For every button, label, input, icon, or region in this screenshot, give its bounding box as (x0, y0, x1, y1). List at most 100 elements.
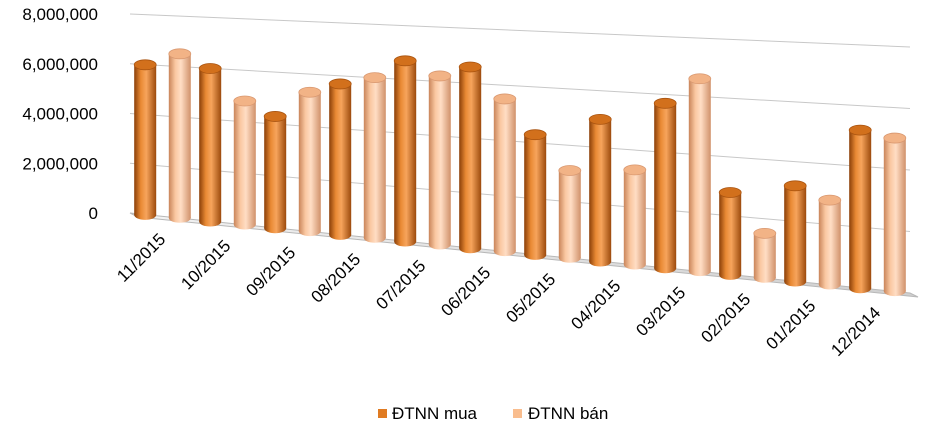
bar-top (298, 86, 322, 98)
category-label: 05/2015 (502, 270, 559, 327)
bar-body (134, 64, 157, 215)
bar-base (394, 236, 417, 247)
bar-body (818, 200, 841, 285)
bar (298, 86, 322, 237)
bar (458, 61, 482, 254)
bar-body (168, 53, 191, 218)
bar-body (329, 83, 352, 235)
bar (718, 187, 742, 280)
bar-body (459, 66, 482, 249)
bar-body (298, 92, 321, 232)
bar-top (198, 63, 222, 74)
y-tick-label: 6,000,000 (22, 55, 98, 74)
bar (198, 63, 222, 227)
category-label: 10/2015 (177, 236, 234, 293)
bar-top (393, 55, 417, 67)
bar-base (719, 269, 742, 280)
gridline (129, 63, 911, 109)
bar-body (688, 78, 711, 272)
bar-top (753, 227, 777, 239)
bar-base (784, 276, 807, 287)
gridline (129, 162, 911, 232)
bar (168, 48, 192, 223)
bar-top (428, 70, 452, 82)
category-label: 03/2015 (632, 283, 689, 340)
legend: ĐTNN mua ĐTNN bán (378, 404, 608, 423)
bar-top (783, 180, 807, 192)
bar-top (653, 97, 677, 109)
bar-top (328, 78, 352, 90)
legend-label-mua: ĐTNN mua (392, 404, 478, 423)
bar-base (753, 272, 776, 283)
y-tick-label: 0 (89, 204, 98, 223)
bar-base (558, 252, 581, 263)
bar (753, 227, 777, 283)
bar (428, 70, 452, 250)
bar (653, 97, 677, 274)
bar-top (883, 132, 907, 144)
bar-base (233, 219, 256, 230)
bar (363, 72, 387, 243)
bar-top (263, 111, 287, 122)
bar-base (623, 259, 646, 270)
bar-base (688, 266, 711, 277)
bar-top (168, 48, 192, 60)
bar-base (589, 256, 612, 267)
bar-top (588, 113, 612, 125)
y-axis-ticks: 0 2,000,000 4,000,000 6,000,000 8,000,000 (22, 5, 98, 223)
y-tick-label: 4,000,000 (22, 105, 98, 124)
category-label: 08/2015 (307, 250, 364, 307)
gridlines (129, 13, 911, 232)
bars (133, 48, 907, 297)
bar (233, 95, 257, 230)
category-label: 11/2015 (113, 230, 169, 286)
bar-body (394, 60, 417, 242)
bar (783, 180, 807, 287)
bar-body (784, 185, 807, 282)
bar-base (818, 279, 841, 290)
bar (883, 132, 907, 297)
legend-swatch-ban (513, 409, 522, 418)
bar-base (883, 286, 906, 297)
bar-body (849, 130, 872, 289)
bar-base (168, 212, 191, 223)
category-label: 12/2014 (827, 303, 884, 360)
bar-base (654, 263, 677, 274)
bar (393, 55, 417, 247)
bar-top (848, 124, 872, 136)
y-tick-label: 8,000,000 (22, 5, 98, 24)
bar-top (133, 59, 157, 71)
category-label: 09/2015 (242, 243, 299, 300)
bar-top (688, 73, 712, 85)
bar-body (493, 98, 516, 252)
bar-body (589, 119, 612, 262)
bar-top (233, 95, 257, 107)
bar-base (459, 243, 482, 254)
gridline (129, 13, 911, 48)
bar-base (329, 229, 352, 240)
bar-top (623, 164, 647, 176)
bar-body (264, 116, 287, 229)
bar-base (298, 226, 321, 237)
bar (263, 111, 287, 234)
bar-base (524, 249, 547, 260)
bar-top (818, 194, 842, 206)
category-label: 04/2015 (567, 276, 624, 333)
bar-body (719, 192, 742, 275)
bar-top (363, 72, 387, 84)
bar-base (264, 223, 287, 234)
bar-base (428, 239, 451, 250)
category-label: 07/2015 (372, 256, 429, 313)
bar (133, 59, 157, 220)
category-label: 01/2015 (762, 296, 819, 353)
bar (493, 93, 517, 257)
bar-top (523, 129, 547, 141)
category-label: 06/2015 (437, 263, 494, 320)
bar (523, 129, 547, 260)
bar-body (883, 138, 906, 292)
bar-body (428, 75, 451, 245)
bar-body (363, 77, 386, 238)
bar (588, 113, 612, 267)
bar-top (493, 93, 517, 105)
